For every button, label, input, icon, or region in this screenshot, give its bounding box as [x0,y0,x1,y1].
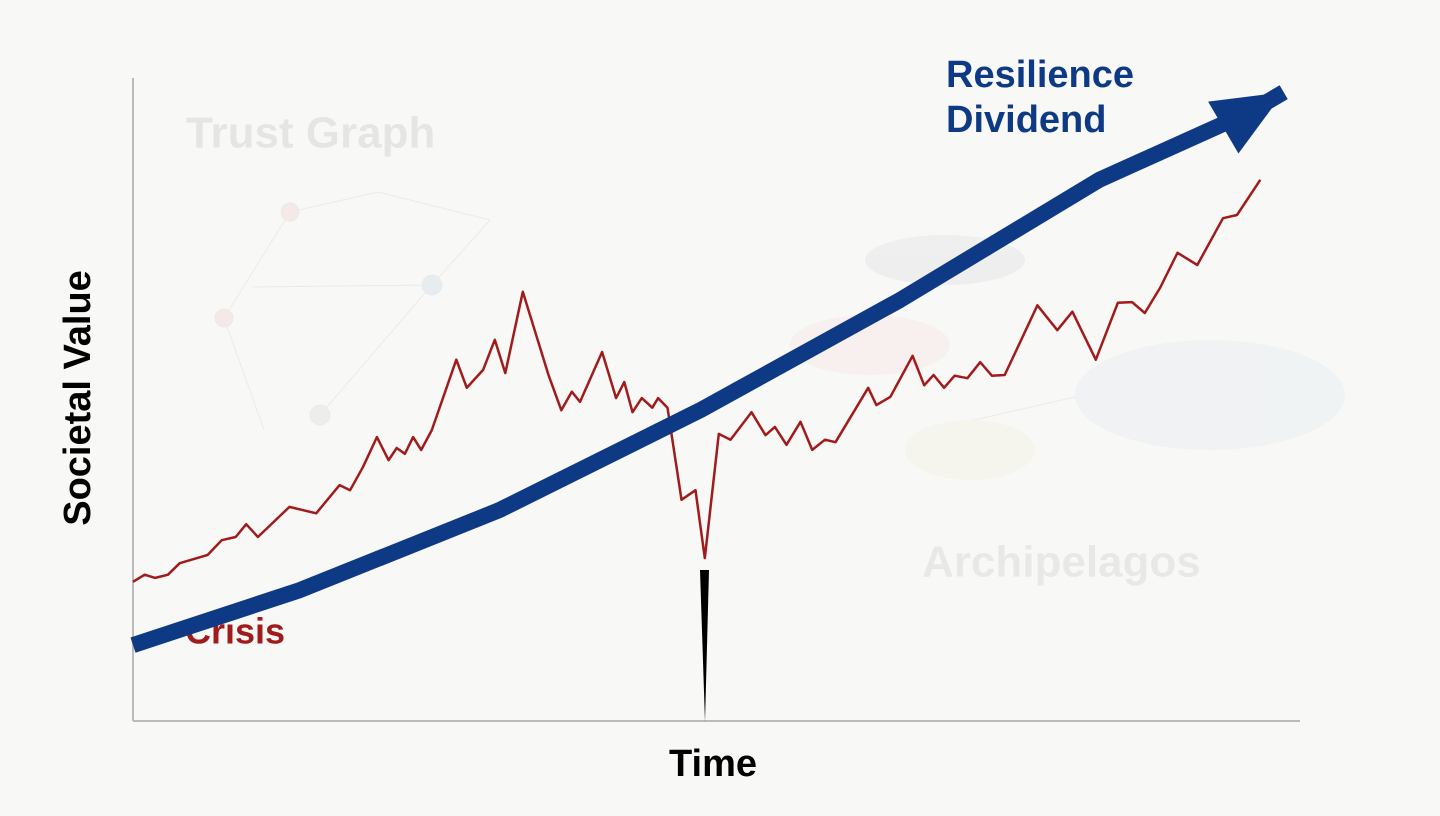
series-line [132,179,1262,583]
decor-edge [252,284,433,288]
background-network [214,191,1345,480]
watermark: Archipelagos [922,538,1201,587]
decor-edge [319,284,433,416]
x-axis-label: Time [669,743,757,785]
series-label: Resilience Dividend [946,54,1134,141]
decor-node [280,202,300,222]
decor-node [309,404,331,426]
decor-edge [929,379,1151,431]
arrow-head [1208,92,1284,154]
decor-edge [223,317,265,431]
y-axis-label: Societal Value [57,270,99,526]
decor-edge [223,211,291,319]
decor-edge [289,191,379,213]
decor-edge [377,191,491,221]
decor-edge [431,219,491,286]
watermark: Trust Graph [186,109,435,158]
decor-node [421,274,443,296]
crisis-marker [700,570,709,722]
decor-island [1075,340,1345,450]
decor-island [905,420,1035,480]
decor-node [214,308,234,328]
